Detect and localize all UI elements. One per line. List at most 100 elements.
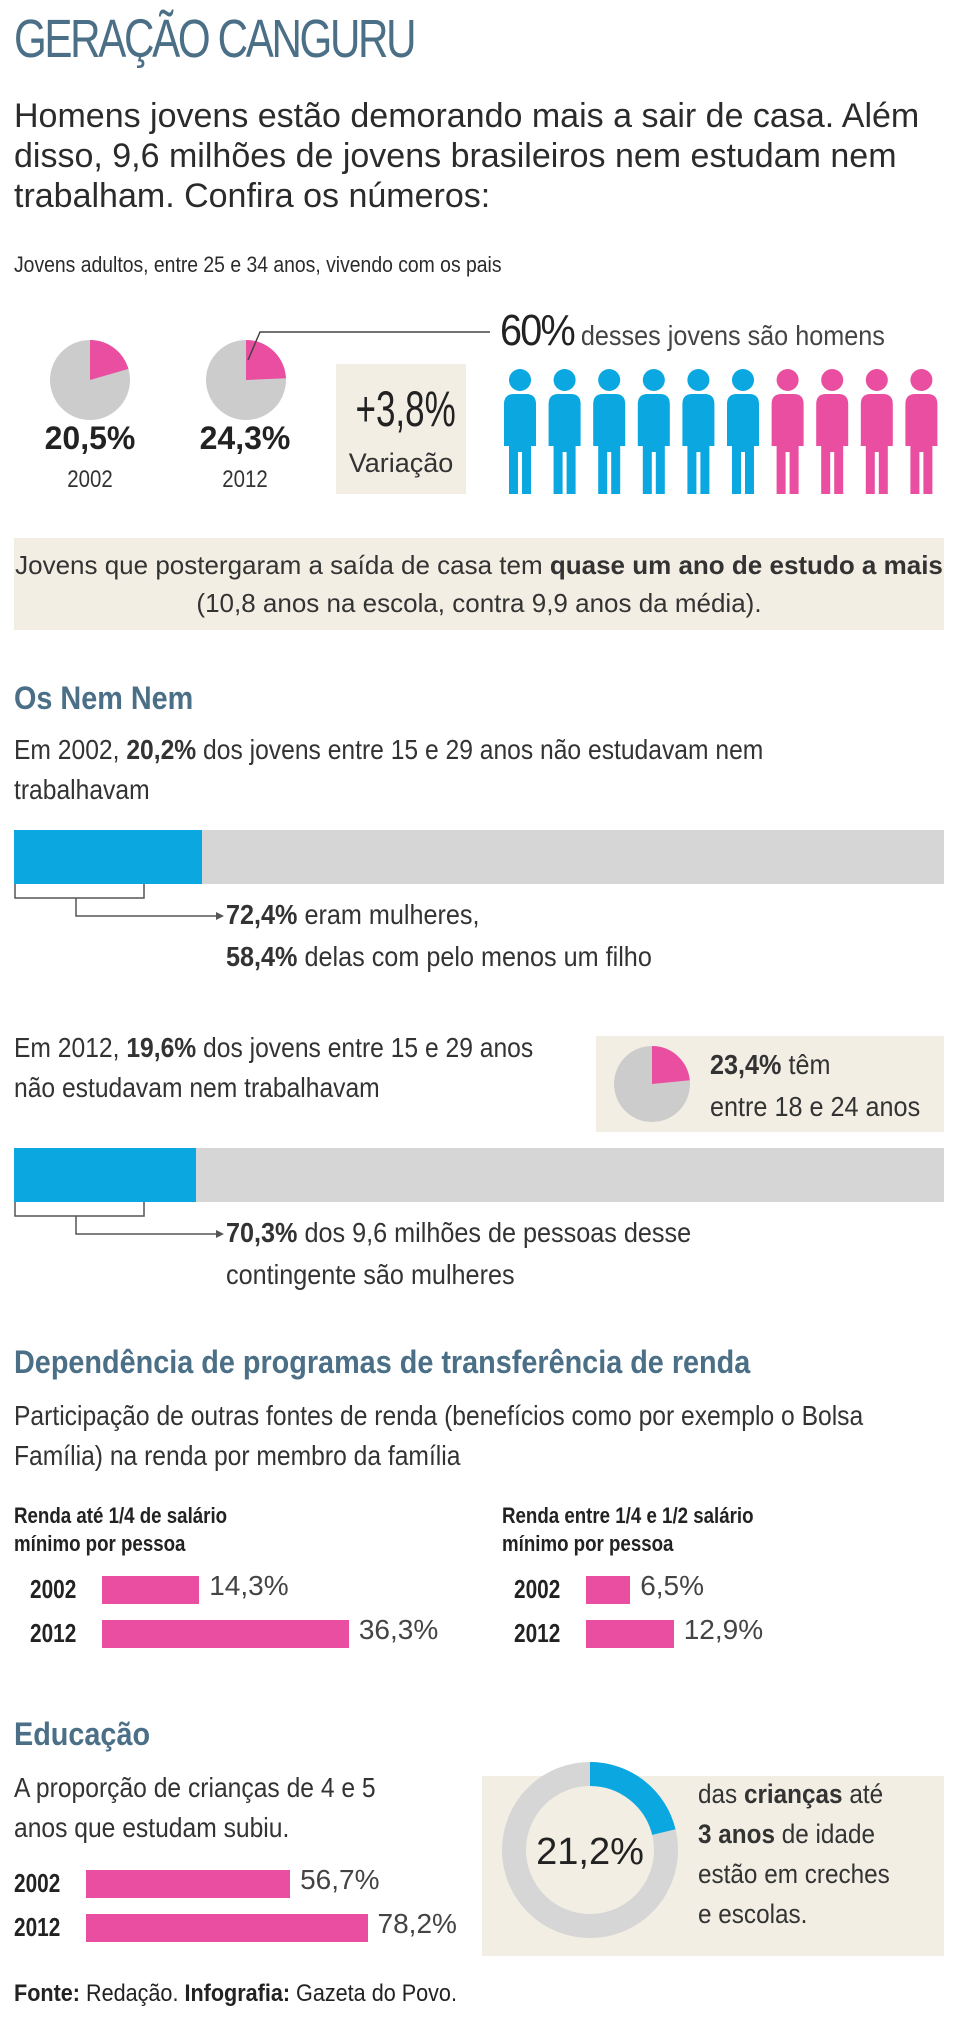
footer-info: Gazeta do Povo. [290, 1980, 457, 2007]
footer-fonte-label: Fonte: [14, 1980, 80, 2007]
bar-value-label: 12,9% [683, 1614, 764, 1645]
educacao-desc: A proporção de crianças de 4 e 5 anos qu… [14, 1772, 376, 1843]
bar-2012 [102, 1620, 349, 1648]
donut-text: das crianças até 3 anos de idade estão e… [698, 1774, 890, 1934]
note-2002-a: 72,4% eram mulheres, [226, 894, 480, 936]
nem-nem-2002-text: Em 2002, 20,2% dos jovens entre 15 e 29 … [14, 730, 841, 810]
bar-value-label: 78,2% [377, 1908, 457, 1939]
note-2002-b-bold: 58,4% [226, 941, 298, 972]
woman-figure [905, 369, 938, 494]
note-2002-b: 58,4% delas com pelo menos um filho [226, 936, 652, 978]
men-text: desses jovens são homens [580, 320, 885, 351]
dep-right-head: Renda entre 1/4 e 1/2 salário mínimo por… [502, 1503, 754, 1556]
s2002-pre: Em 2002, [14, 734, 127, 765]
donut-arc [502, 1762, 678, 1938]
donut-t1: das [698, 1779, 744, 1809]
woman-figure [816, 369, 849, 494]
donut-line-1: das crianças até [698, 1774, 890, 1814]
man-figure [593, 369, 626, 494]
man-figure [548, 369, 581, 494]
section-dependencia-title: Dependência de programas de transferênci… [14, 1344, 751, 1380]
footer-info-label: Infografia: [184, 1980, 291, 2007]
s2012-pre: Em 2012, [14, 1032, 127, 1063]
donut-t2: até [842, 1779, 884, 1809]
pie-2002 [50, 340, 130, 420]
age-text-1: têm [781, 1049, 831, 1080]
s2002-bold: 20,2% [126, 734, 197, 765]
man-figure [727, 369, 759, 494]
donut-line-2: 3 anos de idade [698, 1814, 890, 1854]
living-subtitle: Jovens adultos, entre 25 e 34 anos, vive… [14, 252, 502, 277]
donut-line-4: e escolas. [698, 1899, 808, 1929]
pie-age [614, 1046, 690, 1122]
pie-2002-year: 2002 [67, 466, 113, 493]
study-note-box [14, 538, 944, 630]
dep-left-chart: 2002 14,3% 2012 36,3% [30, 1570, 470, 1672]
variation-box [336, 364, 466, 494]
men-percentage-line: 60% desses jovens são homens [500, 306, 885, 356]
note-2012-a: 70,3% dos 9,6 milhões de pessoas desse [226, 1212, 691, 1254]
pie-2012-slice [246, 340, 286, 380]
bar-2012 [86, 1914, 368, 1942]
donut-value: 21,2% [536, 1831, 644, 1873]
bracket-2012 [14, 1202, 224, 1238]
bar-2012-track [14, 1148, 944, 1202]
variation-label: Variação [348, 448, 454, 478]
bar-year-label: 2012 [30, 1618, 77, 1648]
woman-figure [771, 369, 804, 494]
bracket-2002 [14, 884, 224, 920]
study-note-bold: quase um ano de estudo a mais [549, 550, 943, 580]
footer-fonte: Redação. [79, 1980, 185, 2007]
note-2002-b-text: delas com pelo menos um filho [297, 941, 652, 972]
bar-year-label: 2002 [14, 1868, 61, 1898]
bar-year-label: 2002 [514, 1574, 561, 1604]
bar-value-label: 14,3% [209, 1570, 289, 1601]
s2012-post: dos jovens entre 15 e 29 anos não estuda… [14, 1032, 534, 1103]
bar-2002-fill [14, 830, 202, 884]
edu-chart: 2002 56,7% 2012 78,2% [14, 1864, 474, 1966]
pie-age-slice [652, 1046, 690, 1084]
note-2012-b: contingente são mulheres [226, 1259, 515, 1290]
pie-2002-slice [90, 340, 129, 380]
dep-left-head: Renda até 1/4 de salário mínimo por pess… [14, 1503, 228, 1556]
pie-2002-value: 20,5% [44, 420, 136, 456]
pie-2012 [206, 340, 286, 420]
bar-2002-track [14, 830, 944, 884]
bar-value-label: 36,3% [358, 1614, 439, 1645]
donut-line-3: estão em creches [698, 1859, 890, 1889]
note-2002-a-text: eram mulheres, [297, 899, 480, 930]
footer-credits: Fonte: Redação. Infografia: Gazeta do Po… [14, 1980, 457, 2008]
bar-2002 [102, 1576, 200, 1604]
bar-2002 [586, 1576, 631, 1604]
bar-value-label: 6,5% [640, 1570, 705, 1601]
bar-year-label: 2002 [30, 1574, 77, 1604]
age-pct: 23,4% [710, 1049, 782, 1080]
donut-b2: 3 anos [698, 1819, 775, 1849]
connector-line [247, 331, 490, 361]
age-text-2: entre 18 e 24 anos [710, 1091, 921, 1122]
bar-2012-fill [14, 1148, 197, 1202]
woman-figure [860, 369, 893, 494]
variation-value: +3,8% [355, 381, 456, 437]
man-figure [682, 369, 715, 494]
page-title: GERAÇÃO CANGURU [14, 9, 417, 69]
bar-2002 [86, 1870, 291, 1898]
section-nem-nem-title: Os Nem Nem [14, 680, 194, 716]
donut-b1: crianças [743, 1779, 843, 1809]
s2002-post: dos jovens entre 15 e 29 anos não estuda… [14, 734, 764, 805]
section-educacao-title: Educação [14, 1716, 151, 1752]
donut-t3: de idade [774, 1819, 875, 1849]
note-2012-a-text: dos 9,6 milhões de pessoas desse [297, 1217, 692, 1248]
man-figure [637, 369, 670, 494]
man-figure [504, 369, 536, 494]
study-note-text-1: Jovens que postergaram a saída de casa t… [15, 550, 550, 580]
study-note: Jovens que postergaram a saída de casa t… [14, 546, 944, 622]
men-percentage: 60% [500, 306, 576, 355]
people-pictogram [504, 369, 938, 494]
bar-2012 [586, 1620, 674, 1648]
nem-nem-2012-text: Em 2012, 19,6% dos jovens entre 15 e 29 … [14, 1028, 551, 1108]
bar-year-label: 2012 [14, 1912, 61, 1942]
pie-2012-year: 2012 [222, 466, 268, 493]
s2012-bold: 19,6% [126, 1032, 197, 1063]
age-line-1: 23,4% têm [710, 1044, 830, 1086]
